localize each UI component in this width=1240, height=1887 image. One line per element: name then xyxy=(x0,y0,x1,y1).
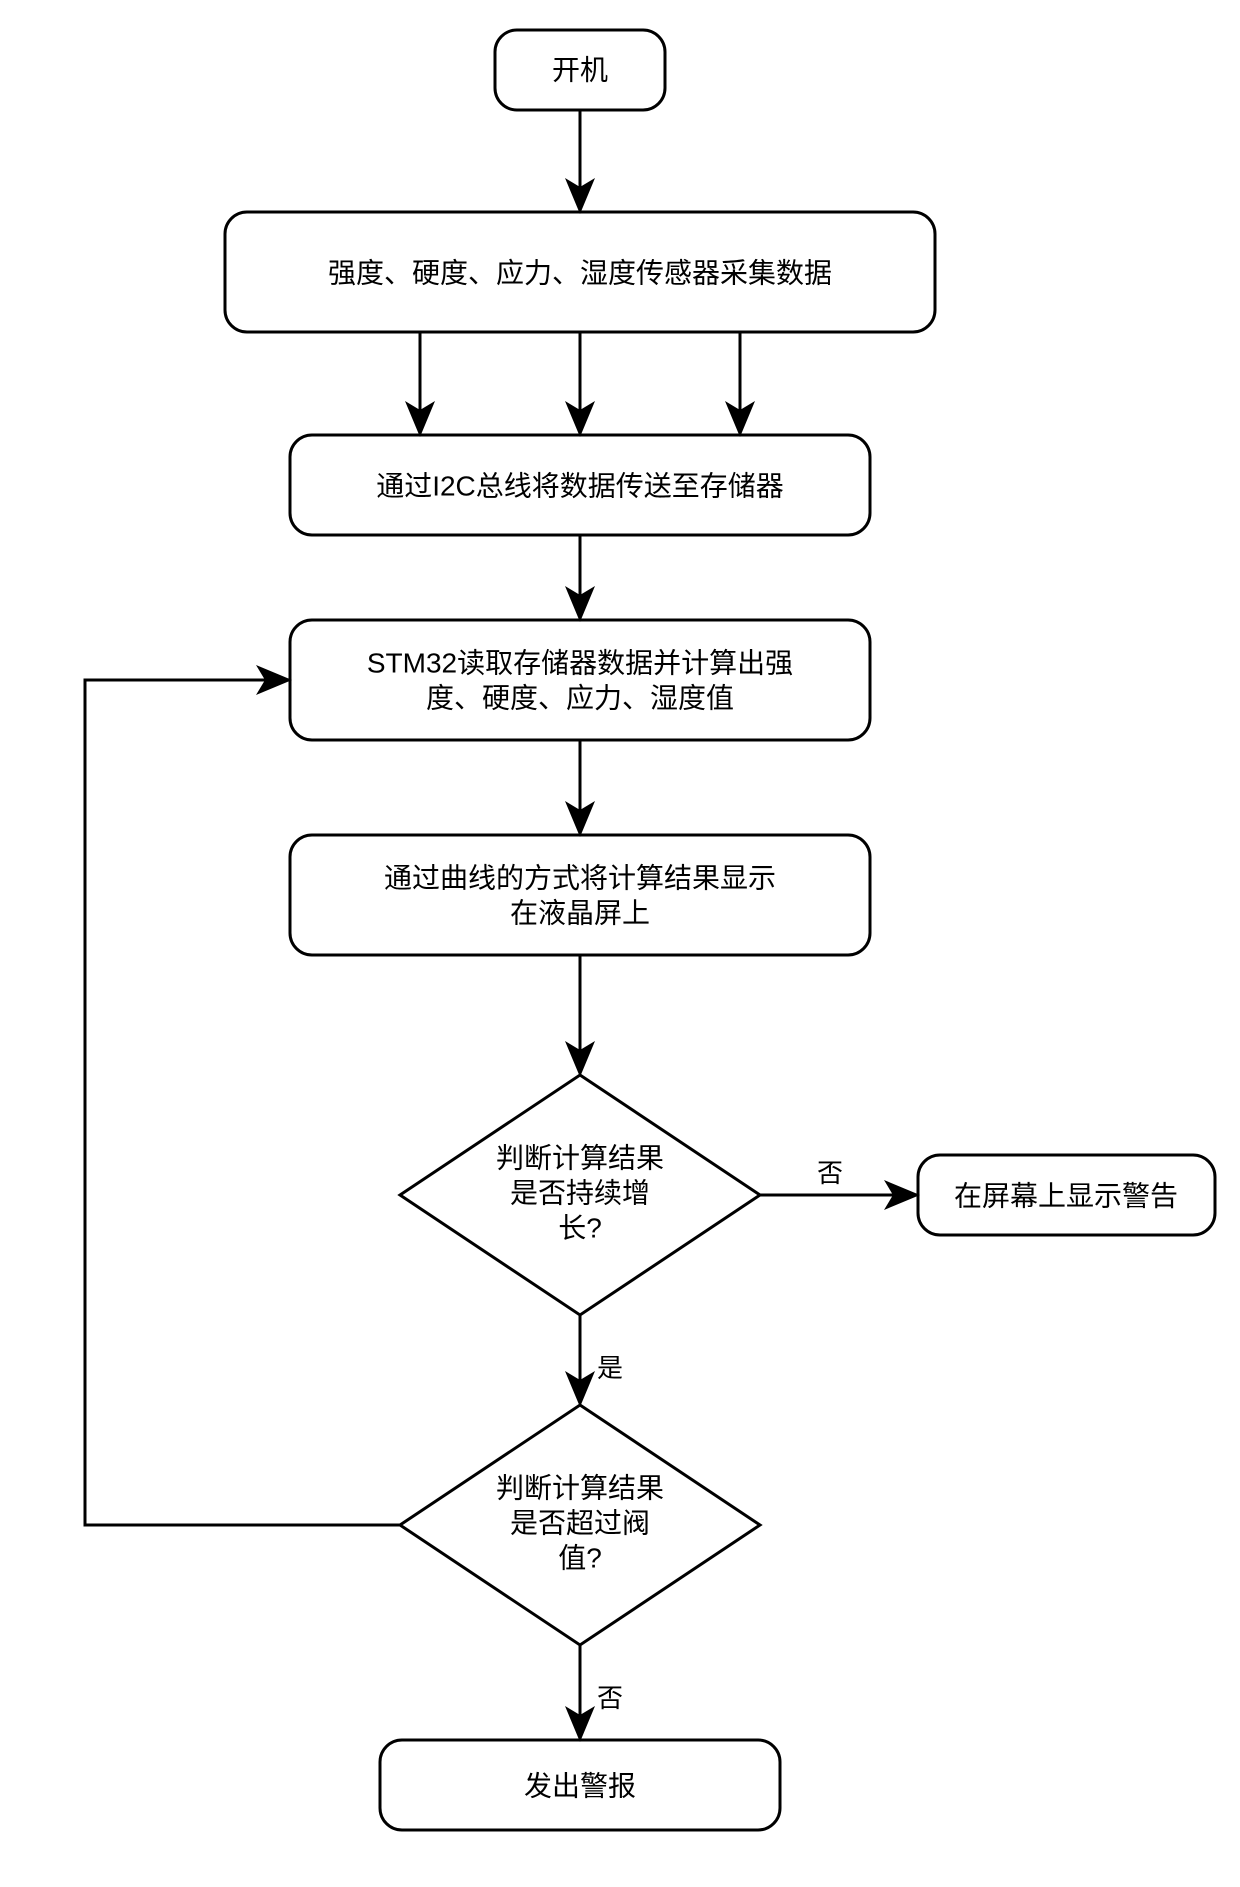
stm32-line2: 度、硬度、应力、湿度值 xyxy=(426,682,734,713)
edge-decision2-stm32 xyxy=(85,680,400,1525)
decision2-line3: 值? xyxy=(558,1542,602,1573)
node-display: 通过曲线的方式将计算结果显示 在液晶屏上 xyxy=(290,835,870,955)
display-line2: 在液晶屏上 xyxy=(510,897,650,928)
node-i2c: 通过I2C总线将数据传送至存储器 xyxy=(290,435,870,535)
node-warning: 在屏幕上显示警告 xyxy=(918,1155,1215,1235)
node-decision2: 判断计算结果 是否超过阀 值? xyxy=(400,1405,760,1645)
edge-label-no1: 是 xyxy=(597,1353,623,1383)
display-line1: 通过曲线的方式将计算结果显示 xyxy=(384,862,776,893)
edge-label-yes2: 否 xyxy=(597,1683,623,1713)
node-decision1: 判断计算结果 是否持续增 长? xyxy=(400,1075,760,1315)
stm32-line1: STM32读取存储器数据并计算出强 xyxy=(367,647,793,678)
i2c-label: 通过I2C总线将数据传送至存储器 xyxy=(376,470,784,501)
warning-label: 在屏幕上显示警告 xyxy=(954,1180,1178,1211)
flowchart-canvas: 开机 强度、硬度、应力、湿度传感器采集数据 通过I2C总线将数据传送至存储器 S… xyxy=(0,0,1240,1887)
decision1-line1: 判断计算结果 xyxy=(496,1142,664,1173)
start-label: 开机 xyxy=(552,54,608,85)
edge-label-yes1: 否 xyxy=(817,1158,843,1188)
decision1-line2: 是否持续增 xyxy=(510,1177,650,1208)
sensors-label: 强度、硬度、应力、湿度传感器采集数据 xyxy=(328,257,832,288)
decision2-line2: 是否超过阀 xyxy=(510,1507,650,1538)
decision1-line3: 长? xyxy=(558,1212,602,1243)
alarm-label: 发出警报 xyxy=(524,1770,636,1801)
node-start: 开机 xyxy=(495,30,665,110)
node-stm32: STM32读取存储器数据并计算出强 度、硬度、应力、湿度值 xyxy=(290,620,870,740)
decision2-line1: 判断计算结果 xyxy=(496,1472,664,1503)
node-sensors: 强度、硬度、应力、湿度传感器采集数据 xyxy=(225,212,935,332)
node-alarm: 发出警报 xyxy=(380,1740,780,1830)
